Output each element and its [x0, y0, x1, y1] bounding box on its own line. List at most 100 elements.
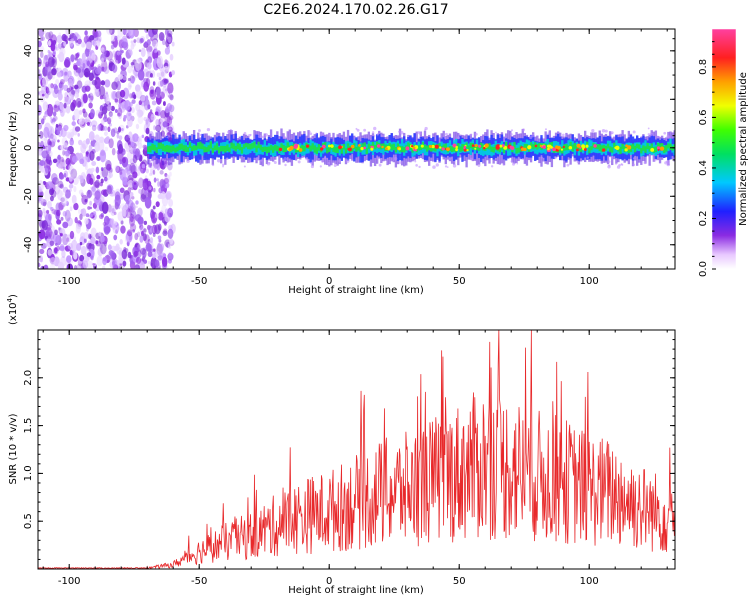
noise-speck [151, 113, 155, 118]
noise-speck [155, 201, 160, 208]
noise-speck [124, 234, 130, 243]
noise-speck [129, 216, 134, 223]
noise-speck [104, 146, 109, 152]
band-cell [355, 140, 358, 150]
band-cell [168, 145, 171, 153]
noise-speck [87, 206, 91, 210]
band-cell [480, 144, 483, 156]
band-cell [363, 142, 366, 150]
noise-speck [149, 226, 155, 233]
noise-speck [94, 190, 101, 200]
hot-spot [350, 144, 355, 149]
noise-speck [139, 247, 147, 255]
band-cell [569, 141, 572, 148]
hot-spot [593, 144, 597, 148]
noise-speck [45, 87, 50, 94]
noise-speck [156, 72, 161, 78]
band-cell [394, 147, 398, 153]
y-tick-label: -40 [23, 237, 34, 253]
outlier-speck [320, 132, 324, 136]
noise-speck [158, 251, 163, 260]
band-cell [403, 147, 406, 153]
band-cell [536, 143, 539, 150]
noise-speck [149, 109, 153, 113]
band-cell [274, 144, 277, 151]
noise-speck [54, 125, 60, 135]
noise-speck [90, 255, 94, 261]
noise-speck [134, 58, 142, 72]
band-cell [176, 146, 179, 152]
noise-speck [78, 208, 81, 214]
y-tick-label: 2.0 [23, 370, 34, 386]
band-cell [373, 144, 377, 150]
band-cell [284, 146, 287, 153]
noise-speck [96, 174, 101, 180]
noise-speck [91, 160, 97, 166]
noise-speck [75, 52, 80, 59]
noise-speck [115, 164, 120, 172]
band-cell [313, 145, 316, 153]
noise-speck [52, 50, 57, 56]
band-cell [450, 146, 454, 152]
noise-speck [106, 50, 113, 61]
noise-speck [143, 259, 148, 264]
noise-speck [46, 181, 54, 190]
noise-speck [135, 103, 141, 112]
noise-speck [122, 176, 128, 186]
band-cell [529, 142, 533, 149]
snr-panel: -100 -50 0 50 100 0.5 1.0 1.5 2.0 Height of str… [6, 294, 676, 596]
hot-spot [474, 147, 477, 150]
band-cell [423, 144, 427, 156]
noise-speck [79, 254, 85, 262]
hot-spot [439, 146, 442, 149]
noise-speck [48, 213, 52, 221]
noise-speck [67, 70, 72, 78]
noise-speck [129, 93, 133, 99]
noise-speck [168, 252, 172, 256]
hot-spot [363, 146, 367, 150]
band-cell [438, 143, 441, 162]
outlier-speck [607, 160, 611, 163]
noise-speck [59, 184, 64, 189]
band-cell [475, 145, 479, 151]
band-cell [627, 147, 631, 154]
noise-speck [101, 119, 105, 126]
band-cell [207, 145, 210, 152]
noise-speck [89, 200, 92, 206]
outlier-speck [266, 161, 271, 166]
noise-speck [58, 82, 63, 89]
band-cell [660, 143, 664, 150]
band-cell [249, 143, 252, 150]
band-cell [442, 144, 445, 151]
band-cell [565, 144, 568, 151]
noise-speck [144, 41, 148, 47]
band-cell [577, 145, 581, 152]
band-cell [159, 143, 163, 156]
noise-speck [100, 235, 105, 243]
band-cell [407, 142, 410, 149]
hot-spot [463, 147, 466, 150]
noise-speck [161, 204, 167, 215]
noise-speck [150, 208, 154, 213]
noise-speck [165, 39, 170, 48]
band-cell [265, 146, 269, 154]
hot-spot [547, 147, 550, 151]
noise-speck [124, 29, 131, 36]
noise-speck [106, 163, 112, 172]
outlier-speck [260, 159, 263, 162]
noise-speck [139, 235, 144, 243]
outlier-speck [418, 131, 422, 135]
noise-speck [71, 121, 76, 127]
hot-spot [527, 145, 532, 150]
noise-speck [52, 117, 56, 123]
band-cell [488, 145, 491, 155]
noise-speck [113, 211, 117, 216]
band-cell [230, 142, 233, 149]
band-cell [611, 147, 614, 153]
noise-speck [153, 125, 156, 131]
outlier-speck [666, 135, 670, 139]
noise-speck [39, 248, 45, 255]
band-cell [523, 143, 527, 151]
band-cell [663, 146, 666, 154]
outlier-speck [619, 133, 622, 136]
